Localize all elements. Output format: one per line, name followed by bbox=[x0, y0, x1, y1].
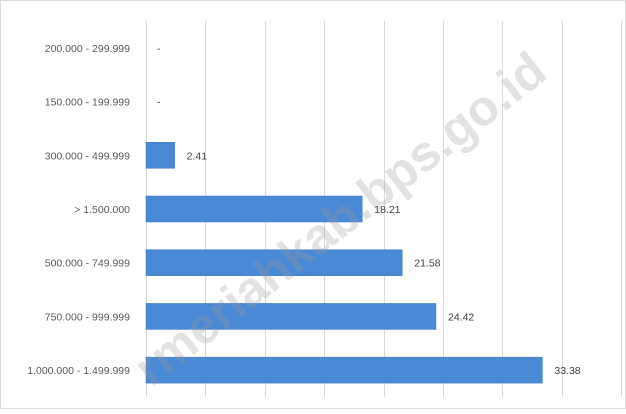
data-label: 33.38 bbox=[554, 365, 580, 377]
category-label: 300.000 - 499.999 bbox=[45, 150, 130, 162]
data-label: 21.58 bbox=[414, 258, 440, 270]
category-label: 500.000 - 749.999 bbox=[45, 258, 130, 270]
category-label: 1.000.000 - 1.499.999 bbox=[27, 365, 130, 377]
bar bbox=[145, 142, 175, 169]
bar bbox=[145, 249, 403, 276]
bar bbox=[145, 303, 437, 330]
category-label: 150.000 - 199.999 bbox=[45, 97, 130, 109]
bar bbox=[145, 356, 543, 384]
category-label: 200.000 - 299.999 bbox=[45, 43, 130, 55]
data-label: 24.42 bbox=[448, 311, 474, 323]
data-label: - bbox=[157, 97, 161, 109]
category-label: > 1.500.000 bbox=[74, 204, 130, 216]
bar bbox=[145, 195, 363, 223]
data-label: - bbox=[157, 43, 161, 55]
data-label: 18.21 bbox=[374, 204, 400, 216]
category-label: 750.000 - 999.999 bbox=[45, 311, 130, 323]
data-label: 2.41 bbox=[187, 150, 208, 162]
